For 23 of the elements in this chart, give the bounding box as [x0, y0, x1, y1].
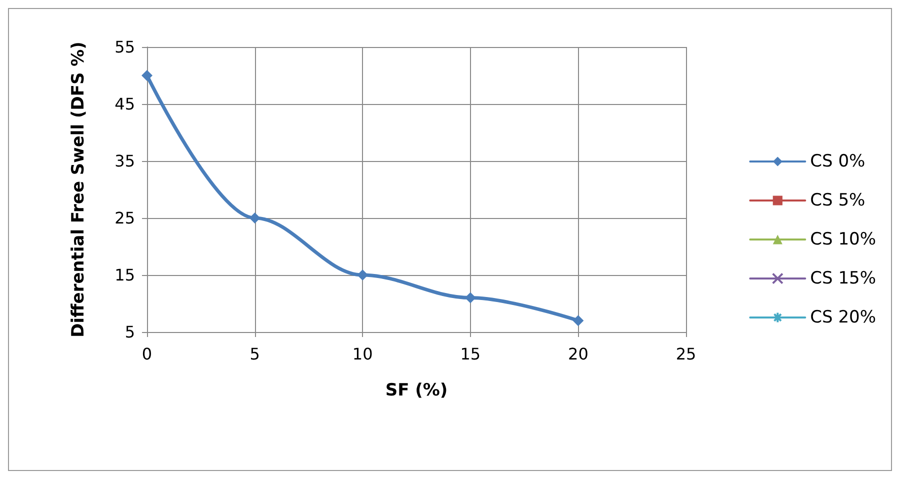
legend-label: CS 20%	[810, 308, 876, 328]
y-tick-label: 55	[114, 38, 135, 56]
point	[464, 292, 476, 304]
x-tick-label: 0	[142, 344, 152, 364]
x-tick-label: 15	[460, 344, 481, 364]
x-tick-label: 10	[352, 344, 373, 364]
legend-label: CS 10%	[810, 230, 876, 250]
point	[572, 315, 584, 326]
legend-label: CS 5%	[810, 190, 866, 210]
x-tick-label: 5	[250, 344, 260, 364]
y-tick-label: 5	[124, 322, 135, 342]
legend-label: CS 0%	[810, 152, 866, 172]
y-tick-label: 15	[114, 266, 135, 284]
y-tick-label: 25	[114, 208, 135, 228]
point	[249, 212, 260, 224]
y-tick-label: 35	[114, 152, 135, 170]
y-axis-title: Differential Free Swell (DFS %)	[68, 42, 88, 338]
legend-label: CS 15%	[810, 268, 876, 288]
y-tick-label: 45	[114, 94, 135, 114]
x-axis-title: SF (%)	[385, 380, 448, 400]
x-tick-label: 20	[568, 344, 588, 364]
x-tick-label: 25	[676, 344, 696, 364]
point	[142, 70, 152, 81]
